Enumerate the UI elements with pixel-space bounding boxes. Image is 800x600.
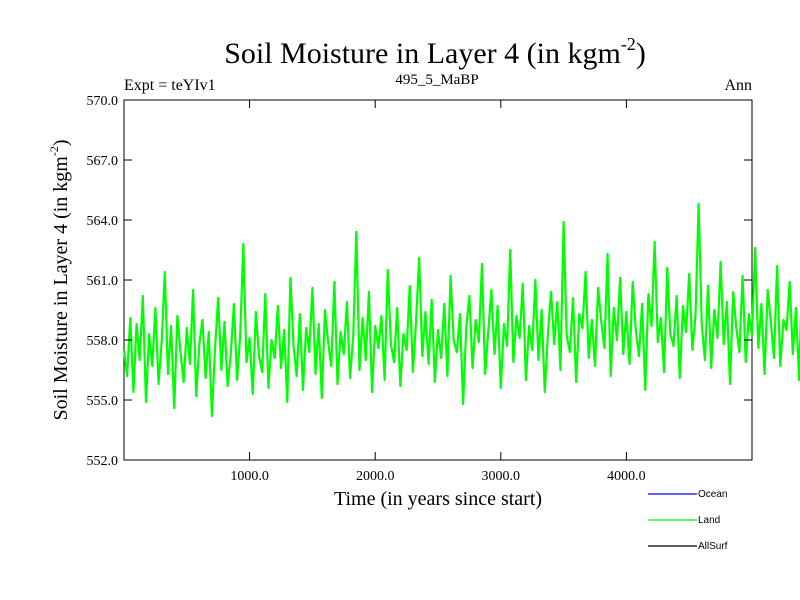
- y-tick-label: 558.0: [87, 334, 119, 349]
- chart-title: Soil Moisture in Layer 4 (in kgm-2): [224, 34, 646, 70]
- season-label: Ann: [724, 77, 752, 94]
- series-line-land: [122, 202, 800, 418]
- x-tick-label: 2000.0: [356, 469, 395, 484]
- y-axis-label-main: Soil Moisture in Layer 4 (in kgm: [50, 156, 72, 421]
- y-axis-label-superscript: -2: [47, 146, 61, 156]
- y-tick-label: 561.0: [87, 274, 119, 289]
- y-axis-label: Soil Moisture in Layer 4 (in kgm-2): [47, 139, 72, 420]
- x-tick-label: 3000.0: [482, 469, 521, 484]
- period-label: 495_5_MaBP: [395, 72, 478, 88]
- y-axis-label-close: ): [50, 139, 72, 146]
- y-tick-label: 552.0: [87, 454, 119, 469]
- experiment-label: Expt = teYIv1: [124, 77, 216, 94]
- legend-ocean-label: Ocean: [698, 489, 727, 500]
- chart-title-superscript: -2: [621, 34, 636, 54]
- plot-frame: [123, 99, 753, 461]
- y-tick-label: 564.0: [87, 214, 119, 229]
- x-tick-label: 1000.0: [230, 469, 269, 484]
- x-axis-label: Time (in years since start): [334, 488, 542, 510]
- x-axis: 1000.0 2000.0 3000.0 4000.0: [230, 100, 646, 484]
- series-layer: [122, 202, 800, 418]
- legend: Ocean Land AllSurf: [648, 489, 728, 552]
- legend-land-label: Land: [698, 515, 720, 526]
- legend-allsurf-label: AllSurf: [698, 541, 728, 552]
- chart-title-close: ): [636, 37, 646, 70]
- y-tick-label: 570.0: [87, 94, 119, 109]
- y-axis: 552.0 555.0 558.0 561.0 564.0 567.0 570.0: [87, 94, 752, 469]
- y-tick-label: 555.0: [87, 394, 119, 409]
- x-tick-label: 4000.0: [607, 469, 646, 484]
- chart-title-main: Soil Moisture in Layer 4 (in kgm: [224, 37, 621, 70]
- y-tick-label: 567.0: [87, 154, 119, 169]
